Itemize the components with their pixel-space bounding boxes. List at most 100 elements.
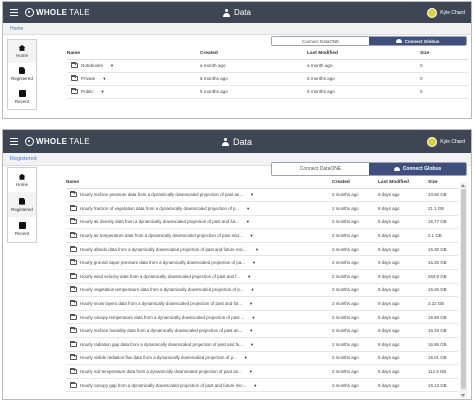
wholetale-logo[interactable]: WHOLE TALE [25, 8, 90, 17]
nav-item-registered[interactable]: Registered [8, 63, 36, 86]
chevron-down-icon[interactable]: ▼ [251, 260, 256, 266]
chevron-down-icon[interactable]: ▼ [249, 301, 254, 307]
column-header-modified[interactable]: Last Modified [307, 48, 420, 60]
chevron-down-icon[interactable]: ▼ [246, 205, 251, 211]
modified-cell: a month ago [307, 59, 420, 73]
column-header-modified[interactable]: Last Modified [378, 177, 428, 189]
table-row[interactable]: Hourly snow layers data from a dynamical… [66, 296, 458, 311]
connect-globus-button[interactable]: Connect Globus [369, 37, 466, 45]
table-row[interactable]: Hourly albedo data from a dynamically do… [66, 242, 458, 257]
connect-globus-button[interactable]: Connect Globus [369, 163, 466, 175]
table-row[interactable]: Notebooks ▼ a month ago a month ago 0 [67, 59, 469, 73]
table-row[interactable]: Hourly visible radiation flux data from … [66, 351, 458, 366]
wholetale-logo[interactable]: WHOLE TALE [25, 137, 90, 146]
chevron-down-icon[interactable]: ▼ [255, 246, 259, 252]
name-cell: Hourly fraction of vegetation data from … [66, 201, 332, 216]
file-name[interactable]: Hourly canopy gap from a dynamically dow… [80, 382, 247, 388]
chevron-down-icon[interactable]: ▼ [251, 314, 256, 320]
name-cell: Hourly soil temperature data from a dyna… [66, 364, 332, 379]
table-row[interactable]: Private ▼ 5 months ago 5 months ago 0 [67, 72, 469, 86]
chevron-down-icon[interactable]: ▼ [109, 63, 114, 68]
page-title-text: Data [234, 8, 251, 17]
breadcrumb-registered[interactable]: Registered [10, 156, 37, 162]
user-menu[interactable]: Kyle Chard [427, 7, 465, 18]
chevron-down-icon[interactable]: ▼ [249, 328, 254, 334]
nav-item-recent[interactable]: Recent [8, 86, 36, 109]
file-name[interactable]: Hourly ground vapor pressure data from a… [80, 260, 245, 266]
column-header-size[interactable]: Size [420, 48, 469, 60]
chevron-down-icon[interactable]: ▼ [253, 382, 258, 388]
user-menu[interactable]: Kyle Chard [427, 136, 465, 147]
chevron-down-icon[interactable]: ▼ [247, 273, 252, 279]
table-row[interactable]: Hourly wind velocity data from a dynamic… [66, 269, 458, 284]
file-name[interactable]: Hourly surface humidity data from a dyna… [80, 328, 243, 334]
column-header-size[interactable]: Size [428, 177, 458, 189]
table-row[interactable]: Hourly surface humidity data from a dyna… [66, 323, 458, 339]
size-cell: 16.86 GB [428, 337, 458, 352]
table-row[interactable]: Hourly canopy gap from a dynamically dow… [66, 378, 458, 393]
menu-icon[interactable] [3, 2, 25, 23]
file-name[interactable]: Hourly visible radiation flux data from … [80, 355, 237, 361]
file-name[interactable]: Hourly radiation gap data from a dynamic… [80, 341, 244, 347]
size-cell: 112.9 GB [428, 364, 458, 379]
file-name[interactable]: Hourly air temperature data from a dynam… [80, 233, 243, 239]
folder-icon [71, 88, 78, 94]
chevron-down-icon[interactable]: ▼ [250, 341, 255, 347]
file-name[interactable]: Hourly vegetation temperature data from … [80, 287, 244, 293]
modified-cell: 9 days ago [378, 337, 428, 352]
table-row[interactable]: Hourly air density data from a dynamical… [66, 215, 458, 230]
column-header-name[interactable]: Name [67, 48, 200, 60]
file-name[interactable]: Hourly wind velocity data from a dynamic… [80, 273, 241, 279]
chevron-down-icon[interactable]: ▼ [245, 219, 250, 225]
breadcrumb-home[interactable]: Home [10, 26, 24, 32]
scroll-down-icon[interactable] [461, 394, 465, 397]
connect-dataone-button[interactable]: Connect DataONE [272, 163, 369, 175]
scrollbar[interactable] [460, 183, 467, 398]
size-cell: 16.29 GB [428, 323, 458, 339]
menu-icon[interactable] [3, 130, 25, 153]
file-name[interactable]: Hourly fraction of vegetation data from … [80, 205, 240, 211]
file-name[interactable]: Notebooks [81, 63, 103, 68]
page-title-text: Data [232, 136, 253, 147]
chevron-down-icon[interactable]: ▼ [250, 287, 255, 293]
column-header-created[interactable]: Created [332, 177, 378, 189]
connect-dataone-button[interactable]: Connect DataONE [272, 37, 369, 45]
chevron-down-icon[interactable]: ▼ [102, 76, 107, 81]
table-row[interactable]: Hourly surface pressure data from a dyna… [66, 188, 458, 203]
file-name[interactable]: Hourly soil temperature data from a dyna… [80, 369, 242, 375]
folder-icon [71, 62, 78, 68]
scroll-up-icon[interactable] [461, 184, 465, 187]
table-row[interactable]: Hourly fraction of vegetation data from … [66, 201, 458, 216]
table-row[interactable]: Hourly vegetation temperature data from … [66, 283, 458, 298]
column-header-created[interactable]: Created [200, 48, 307, 60]
file-name[interactable]: Hourly canopy temperature data from a dy… [80, 314, 245, 320]
table-row[interactable]: Hourly radiation gap data from a dynamic… [66, 337, 458, 352]
name-cell: Hourly albedo data from a dynamically do… [66, 242, 332, 257]
nav-item-recent[interactable]: Recent [8, 217, 36, 241]
chevron-down-icon[interactable]: ▼ [243, 355, 248, 361]
folder-icon [70, 232, 77, 239]
nav-item-home[interactable]: Home [8, 168, 36, 192]
table-row[interactable]: Hourly soil temperature data from a dyna… [66, 364, 458, 379]
chevron-down-icon[interactable]: ▼ [250, 192, 254, 198]
file-name[interactable]: Private [81, 76, 96, 81]
column-header-name[interactable]: Name [66, 177, 332, 189]
connect-buttons: Connect DataONE Connect Globus [271, 36, 467, 46]
table-row[interactable]: Public ▼ 5 months ago 5 months ago 0 [67, 85, 469, 99]
file-name[interactable]: Hourly air density data from a dynamical… [80, 219, 239, 225]
file-name[interactable]: Hourly albedo data from a dynamically do… [80, 246, 248, 252]
chevron-down-icon[interactable]: ▼ [249, 233, 254, 239]
table-row[interactable]: Hourly air temperature data from a dynam… [66, 228, 458, 243]
nav-item-registered[interactable]: Registered [8, 192, 36, 217]
file-name[interactable]: Hourly snow layers data from a dynamical… [80, 301, 243, 307]
size-cell: 16.13 GB [428, 378, 458, 393]
file-name[interactable]: Public [81, 89, 94, 94]
table-row[interactable]: Hourly ground vapor pressure data from a… [66, 255, 458, 271]
chevron-down-icon[interactable]: ▼ [248, 369, 253, 375]
modified-cell: 9 days ago [378, 283, 428, 298]
table-row[interactable]: Hourly canopy temperature data from a dy… [66, 310, 458, 325]
scroll-thumb[interactable] [461, 189, 466, 389]
chevron-down-icon[interactable]: ▼ [100, 89, 105, 94]
nav-item-home[interactable]: Home [8, 40, 36, 63]
file-name[interactable]: Hourly surface pressure data from a dyna… [80, 192, 244, 198]
